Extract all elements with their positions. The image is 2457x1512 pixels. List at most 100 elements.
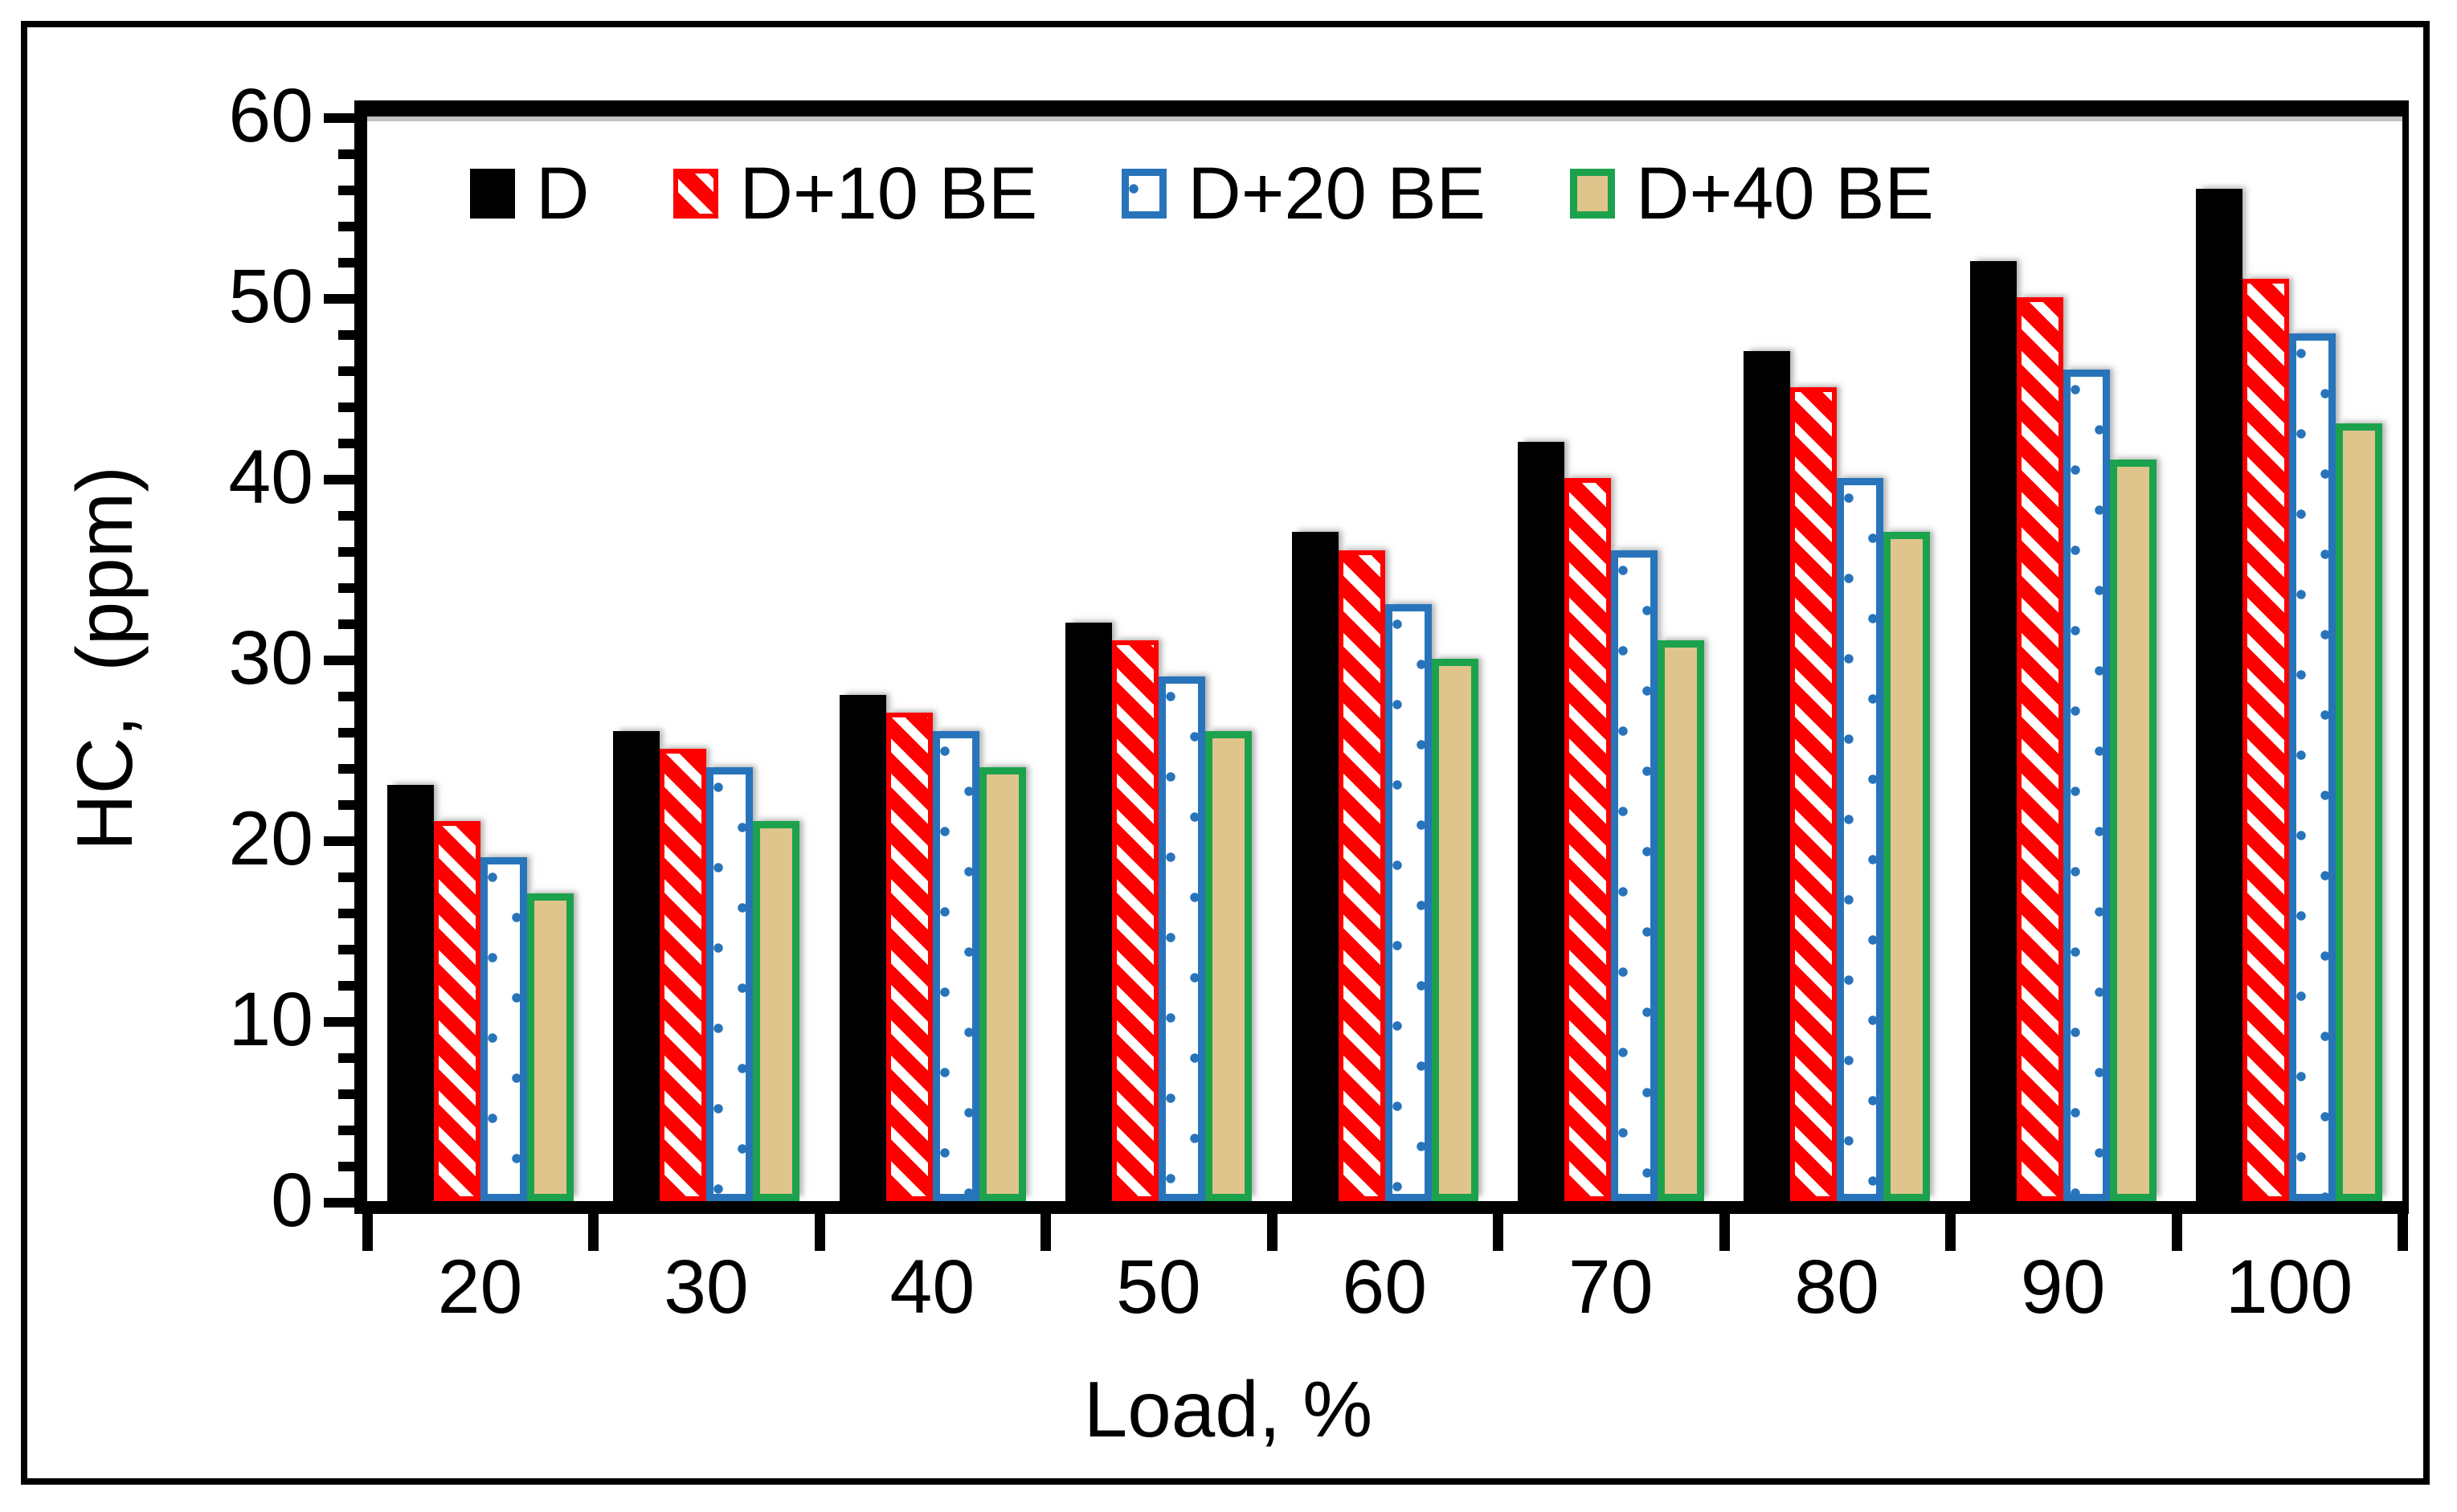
- bar-D+10-BE-load-80: [1790, 387, 1838, 1201]
- bar-D+20-BE-load-30: [706, 767, 754, 1201]
- y-major-tick-60: [324, 113, 354, 123]
- y-major-tick-0: [324, 1198, 354, 1208]
- x-tick-label-30: 30: [664, 1244, 749, 1330]
- bar-D+20-BE-load-40: [932, 731, 979, 1201]
- x-tick-label-40: 40: [889, 1244, 975, 1330]
- y-major-tick-20: [324, 836, 354, 846]
- legend-swatch-D+10-BE: [673, 169, 719, 219]
- bar-D-load-70: [1517, 442, 1564, 1201]
- x-boundary-tick-7: [1945, 1214, 1956, 1251]
- y-minor-tick-2: [338, 1162, 354, 1171]
- bar-D+10-BE-load-30: [660, 749, 707, 1201]
- x-boundary-tick-3: [1040, 1214, 1052, 1251]
- bar-D-load-50: [1065, 623, 1113, 1201]
- bar-D+20-BE-load-20: [480, 857, 527, 1201]
- y-minor-tick-8: [338, 1053, 354, 1063]
- bar-D+20-BE-load-70: [1610, 550, 1658, 1201]
- bar-D-load-40: [839, 695, 886, 1201]
- legend: D D+10 BE D+20 BE D+40 BE: [470, 157, 1934, 231]
- bar-D+40-BE-load-90: [2109, 460, 2157, 1201]
- y-tick-label-60: 60: [228, 73, 313, 158]
- x-boundary-tick-9: [2398, 1214, 2408, 1251]
- legend-item-D: D: [470, 157, 589, 231]
- x-tick-label-60: 60: [1342, 1244, 1428, 1330]
- y-tick-label-10: 10: [228, 977, 313, 1062]
- y-minor-tick-36: [338, 547, 354, 557]
- bar-D+40-BE-load-60: [1431, 659, 1478, 1201]
- bar-D+40-BE-load-50: [1205, 731, 1253, 1201]
- y-minor-tick-42: [338, 439, 354, 448]
- bar-D+10-BE-load-20: [433, 821, 480, 1201]
- figure-border: [21, 21, 2430, 1485]
- y-tick-label-30: 30: [228, 615, 313, 701]
- x-tick-label-20: 20: [437, 1244, 523, 1330]
- plot-area: [367, 116, 2402, 1201]
- legend-swatch-D+20-BE: [1122, 169, 1167, 219]
- y-minor-tick-34: [338, 583, 354, 593]
- y-major-tick-40: [324, 475, 354, 484]
- y-minor-tick-46: [338, 366, 354, 376]
- y-axis-line: [354, 100, 367, 1214]
- y-minor-tick-32: [338, 619, 354, 629]
- y-tick-label-40: 40: [228, 435, 313, 520]
- x-axis-line: [354, 1201, 2409, 1214]
- legend-label: D+40 BE: [1636, 153, 1934, 235]
- legend-swatch-D: [470, 169, 515, 219]
- x-boundary-tick-5: [1493, 1214, 1504, 1251]
- bar-D+20-BE-load-50: [1159, 676, 1206, 1201]
- bar-D+20-BE-load-100: [2289, 333, 2336, 1201]
- y-minor-tick-48: [338, 330, 354, 340]
- y-minor-tick-54: [338, 222, 354, 231]
- bar-D-load-60: [1291, 532, 1339, 1201]
- bar-D+20-BE-load-90: [2062, 370, 2110, 1201]
- y-major-tick-50: [324, 294, 354, 304]
- bar-D+20-BE-load-80: [1837, 478, 1884, 1201]
- legend-item-D+40-BE: D+40 BE: [1570, 157, 1934, 231]
- bar-D-load-20: [386, 785, 434, 1201]
- legend-label: D: [536, 153, 590, 235]
- x-tick-label-50: 50: [1115, 1244, 1201, 1330]
- x-tick-label-90: 90: [2020, 1244, 2106, 1330]
- legend-swatch-D+40-BE: [1570, 169, 1616, 219]
- x-boundary-tick-6: [1719, 1214, 1730, 1251]
- y-minor-tick-4: [338, 1126, 354, 1135]
- bar-D+40-BE-load-70: [1657, 640, 1704, 1201]
- x-tick-label-70: 70: [1568, 1244, 1654, 1330]
- y-minor-tick-52: [338, 258, 354, 268]
- y-tick-label-20: 20: [228, 796, 313, 881]
- y-minor-tick-14: [338, 945, 354, 954]
- bar-D+40-BE-load-100: [2336, 423, 2383, 1201]
- y-minor-tick-28: [338, 692, 354, 701]
- bar-D+10-BE-load-70: [1564, 478, 1611, 1201]
- bar-D+10-BE-load-100: [2242, 279, 2290, 1201]
- bar-D+20-BE-load-60: [1384, 604, 1432, 1201]
- x-tick-label-80: 80: [1794, 1244, 1879, 1330]
- bar-D+40-BE-load-40: [979, 767, 1026, 1201]
- x-boundary-tick-0: [362, 1214, 373, 1251]
- bar-D+10-BE-load-90: [2016, 297, 2063, 1201]
- y-minor-tick-22: [338, 800, 354, 810]
- plot-top-border: [354, 100, 2409, 116]
- y-minor-tick-38: [338, 511, 354, 521]
- legend-item-D+10-BE: D+10 BE: [673, 157, 1037, 231]
- y-minor-tick-18: [338, 872, 354, 882]
- bar-D+10-BE-load-60: [1338, 550, 1385, 1201]
- y-major-tick-10: [324, 1017, 354, 1027]
- bar-D-load-80: [1744, 351, 1791, 1201]
- x-tick-label-100: 100: [2225, 1244, 2353, 1330]
- legend-item-D+20-BE: D+20 BE: [1122, 157, 1486, 231]
- y-major-tick-30: [324, 656, 354, 665]
- y-tick-label-50: 50: [228, 254, 313, 339]
- y-minor-tick-26: [338, 728, 354, 738]
- legend-label: D+10 BE: [739, 153, 1038, 235]
- x-boundary-tick-4: [1266, 1214, 1278, 1251]
- x-boundary-tick-1: [588, 1214, 599, 1251]
- legend-label: D+20 BE: [1188, 153, 1486, 235]
- y-minor-tick-24: [338, 764, 354, 774]
- y-minor-tick-6: [338, 1089, 354, 1099]
- bar-D+10-BE-load-40: [885, 713, 933, 1201]
- x-boundary-tick-8: [2171, 1214, 2182, 1251]
- bar-D-load-90: [1969, 261, 2017, 1201]
- bar-D+40-BE-load-20: [526, 893, 574, 1201]
